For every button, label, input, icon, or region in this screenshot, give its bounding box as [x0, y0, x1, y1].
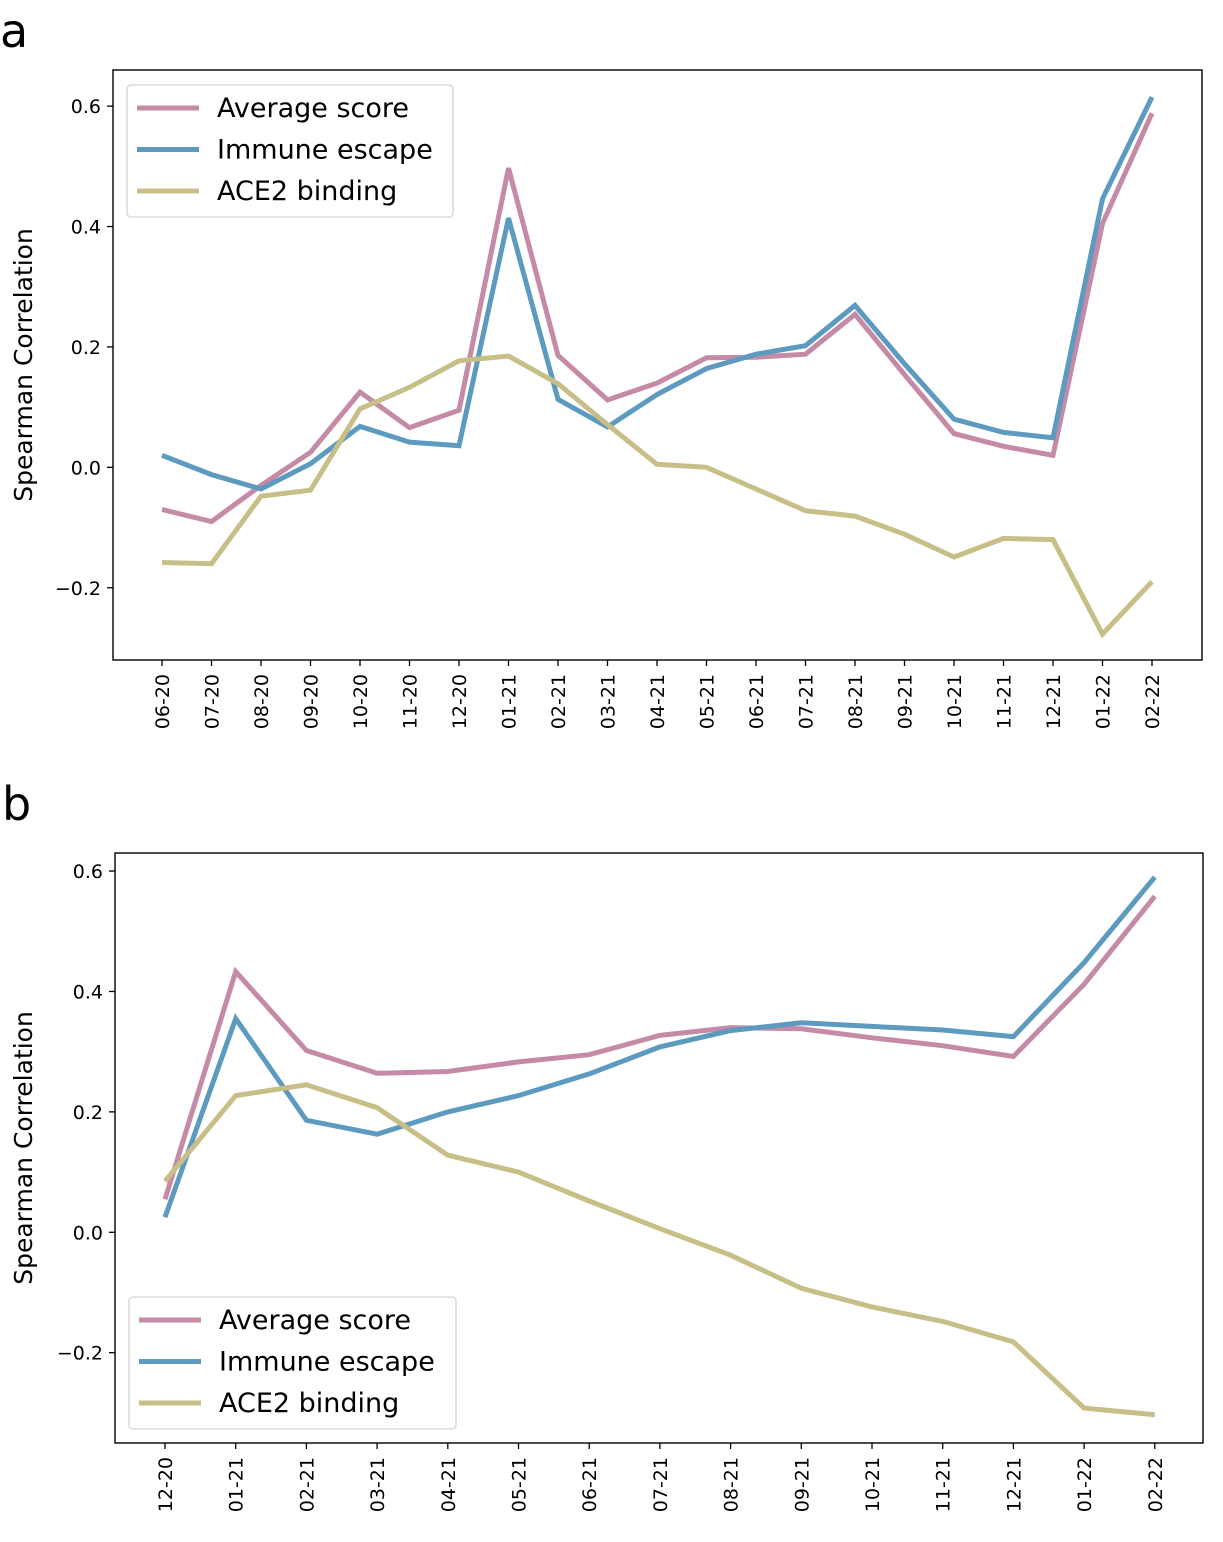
legend-label: Average score: [219, 1305, 411, 1336]
x-tick-label: 10-21: [944, 674, 966, 729]
plot-frame: [114, 852, 1204, 1444]
legend-label: ACE2 binding: [219, 1388, 399, 1419]
y-tick-label: 0.4: [71, 217, 101, 239]
x-tick-label: 01-21: [499, 674, 521, 729]
x-tick-label: 05-21: [509, 1457, 531, 1512]
x-tick-label: 09-21: [791, 1457, 813, 1512]
x-tick-label: 02-21: [548, 674, 570, 729]
legend-label: Immune escape: [219, 1347, 435, 1378]
series-line-average-score: [161, 112, 1155, 525]
x-tick-label: 09-21: [895, 674, 917, 729]
x-tick-label: 07-21: [650, 1457, 672, 1512]
y-tick-label: −0.2: [55, 578, 101, 600]
x-tick-label: 12-20: [155, 1457, 177, 1512]
x-tick-label: 11-20: [400, 674, 422, 729]
y-tick-label: −0.2: [57, 1343, 103, 1365]
x-tick-label: 09-20: [301, 674, 323, 729]
x-tick-label: 10-21: [862, 1457, 884, 1512]
y-tick-label: 0.6: [73, 861, 103, 883]
legend-label: Average score: [217, 93, 409, 124]
x-tick-label: 07-20: [202, 674, 224, 729]
x-tick-label: 08-21: [721, 1457, 743, 1512]
x-tick-label: 12-21: [1043, 674, 1065, 729]
x-tick-label: 01-22: [1074, 1457, 1096, 1512]
y-tick-label: 0.0: [73, 1222, 103, 1244]
chart-panel-a: −0.2 0.0 0.2 0.4 0.6 Spearman Correlation 06-2…: [9, 69, 1203, 729]
x-tick-label: 01-22: [1093, 674, 1115, 729]
chart-panel-b: −0.2 0.0 0.2 0.4 0.6 Spearman Correlation 12-2…: [9, 852, 1204, 1512]
y-tick-label: 0.4: [73, 981, 103, 1003]
x-tick-label: 07-21: [796, 674, 818, 729]
x-tick-label: 06-21: [579, 1457, 601, 1512]
x-tick-label: 06-21: [746, 674, 768, 729]
series-line-ace2-binding: [163, 1082, 1156, 1418]
x-tick-label: 03-21: [598, 674, 620, 729]
legend-label: ACE2 binding: [217, 176, 397, 207]
x-tick-label: 05-21: [697, 674, 719, 729]
series-line-immune-escape: [162, 875, 1157, 1219]
x-tick-label: 06-20: [152, 674, 174, 729]
y-tick-label: 0.0: [71, 457, 101, 479]
x-tick-label: 04-21: [438, 1457, 460, 1512]
panel-label-a: a: [0, 4, 28, 58]
series-line-ace2-binding: [161, 353, 1154, 639]
series-line-immune-escape: [161, 96, 1155, 492]
legend-box: [128, 1296, 457, 1430]
x-tick-label: 10-20: [350, 674, 372, 729]
x-tick-label: 12-21: [1003, 1457, 1025, 1512]
y-axis-title: Spearman Correlation: [9, 228, 38, 502]
y-axis-title: Spearman Correlation: [9, 1011, 38, 1285]
x-tick-label: 03-21: [367, 1457, 389, 1512]
y-tick-label: 0.2: [71, 337, 101, 359]
x-tick-label: 11-21: [933, 1457, 955, 1512]
x-tick-label: 08-20: [251, 674, 273, 729]
x-tick-label: 08-21: [845, 674, 867, 729]
x-tick-label: 02-22: [1142, 674, 1164, 729]
legend-label: Immune escape: [217, 135, 433, 166]
series-line-average-score: [162, 894, 1157, 1200]
x-tick-label: 02-21: [296, 1457, 318, 1512]
x-tick-label: 02-22: [1145, 1457, 1167, 1512]
y-tick-label: 0.6: [71, 96, 101, 118]
x-tick-label: 01-21: [226, 1457, 248, 1512]
x-tick-label: 11-21: [994, 674, 1016, 729]
panel-label-b: b: [2, 777, 31, 831]
legend-box: [126, 84, 454, 218]
x-tick-label: 12-20: [449, 674, 471, 729]
x-tick-label: 04-21: [647, 674, 669, 729]
y-tick-label: 0.2: [73, 1102, 103, 1124]
